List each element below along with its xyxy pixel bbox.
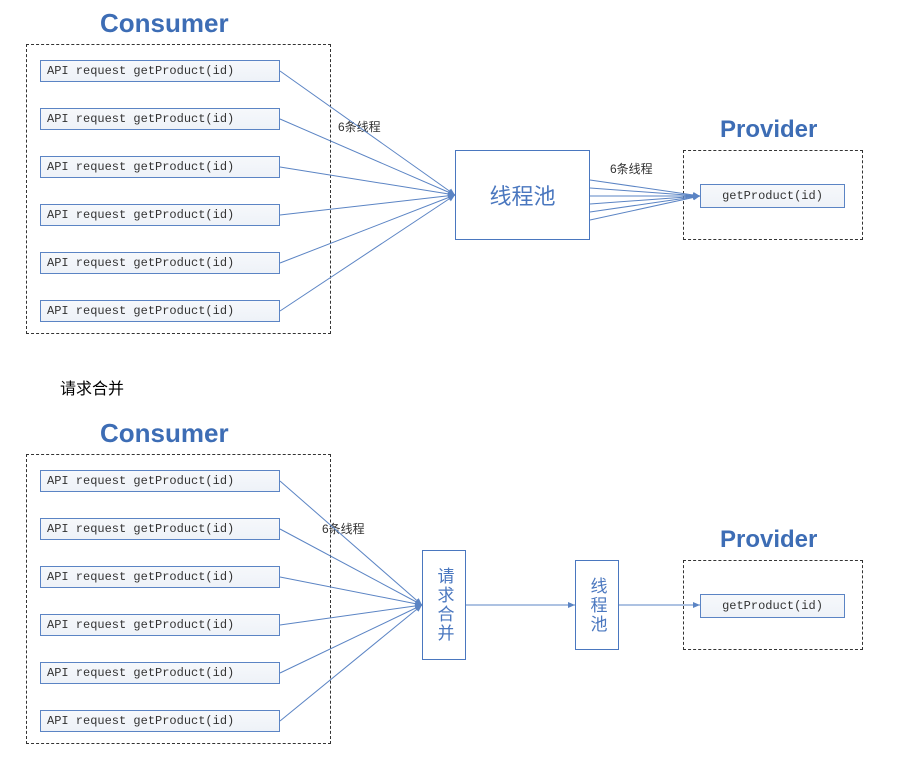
merge-label: 请求合并 (432, 567, 457, 643)
provider-title-2: Provider (720, 526, 817, 554)
consumer-dashbox-2 (26, 454, 331, 744)
api-request-box: API request getProduct(id) (40, 204, 280, 226)
consumer-dashbox-1 (26, 44, 331, 334)
thread-pool-label-2: 线程池 (585, 577, 610, 634)
api-request-box: API request getProduct(id) (40, 300, 280, 322)
api-request-box: API request getProduct(id) (40, 108, 280, 130)
threads-label-left-2: 6条线程 (322, 520, 365, 537)
api-request-box: API request getProduct(id) (40, 662, 280, 684)
api-request-box: API request getProduct(id) (40, 566, 280, 588)
threads-label-right-1: 6条线程 (610, 160, 653, 177)
provider-method-box-2: getProduct(id) (700, 594, 845, 618)
consumer-title-2: Consumer (100, 418, 229, 449)
api-request-box: API request getProduct(id) (40, 614, 280, 636)
api-request-box: API request getProduct(id) (40, 156, 280, 178)
api-request-box: API request getProduct(id) (40, 252, 280, 274)
provider-title-1: Provider (720, 116, 817, 144)
thread-pool-box-1: 线程池 (455, 150, 590, 240)
threads-label-left-1: 6条线程 (338, 118, 381, 135)
api-request-box: API request getProduct(id) (40, 470, 280, 492)
api-request-box: API request getProduct(id) (40, 518, 280, 540)
provider-method-label-2: getProduct(id) (722, 599, 823, 613)
consumer-title-1: Consumer (100, 8, 229, 39)
provider-method-label-1: getProduct(id) (722, 189, 823, 203)
section-label: 请求合并 (60, 375, 124, 399)
merge-box: 请求合并 (422, 550, 466, 660)
provider-method-box-1: getProduct(id) (700, 184, 845, 208)
thread-pool-box-2: 线程池 (575, 560, 619, 650)
diagram-canvas: Consumer API request getProduct(id) API r… (0, 0, 901, 770)
thread-pool-label-1: 线程池 (489, 179, 555, 211)
api-request-box: API request getProduct(id) (40, 710, 280, 732)
api-request-box: API request getProduct(id) (40, 60, 280, 82)
